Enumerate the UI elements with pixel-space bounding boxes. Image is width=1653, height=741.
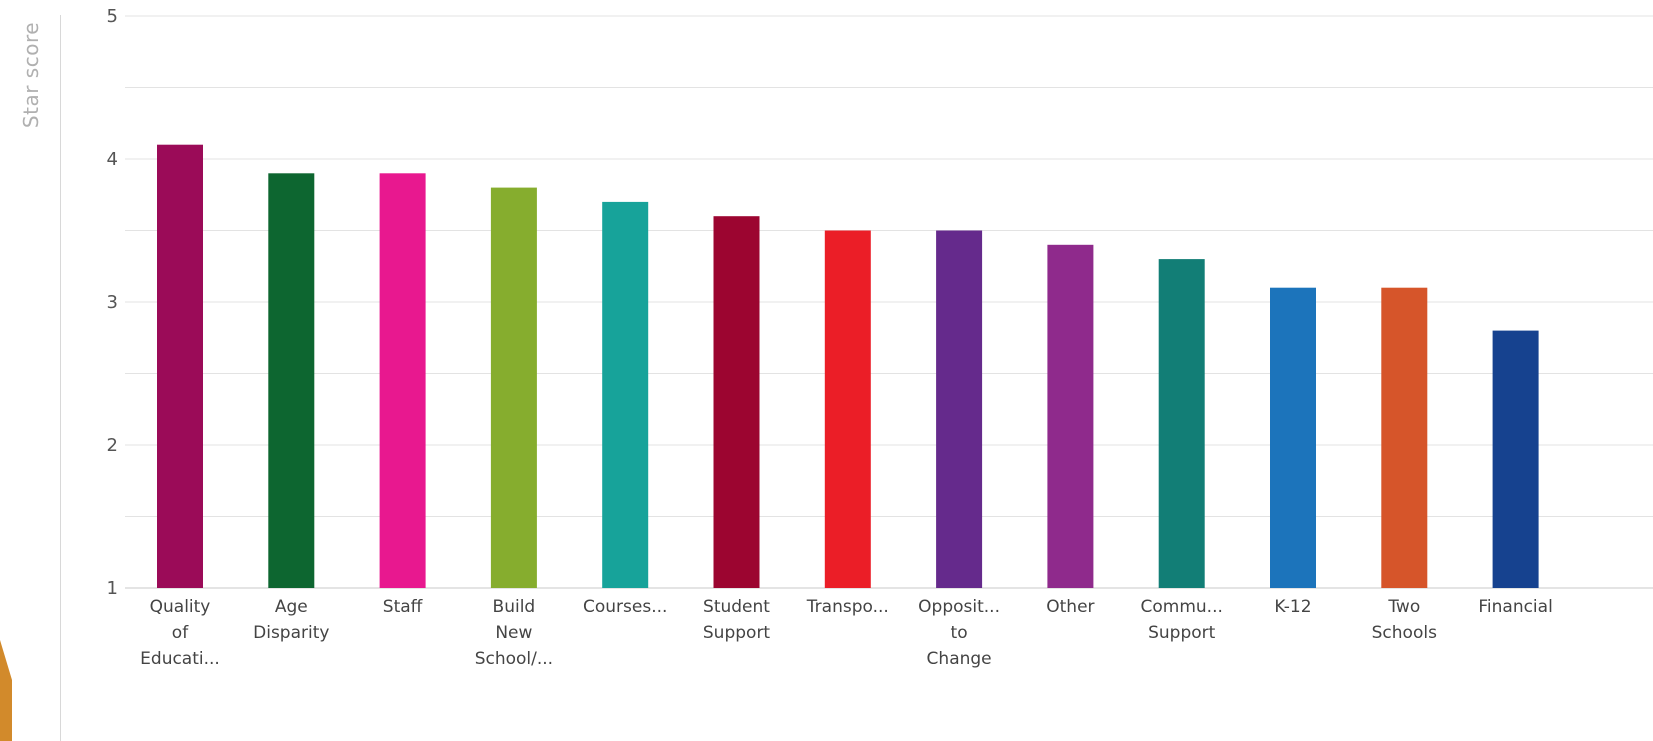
x-tick-label: Other bbox=[1046, 597, 1094, 617]
bar bbox=[824, 230, 871, 588]
y-tick-label: 5 bbox=[107, 6, 118, 27]
left-divider bbox=[60, 15, 61, 741]
bar bbox=[1047, 244, 1094, 589]
x-tick-label: Opposit... bbox=[918, 597, 1000, 617]
y-tick-label: 4 bbox=[107, 149, 118, 170]
bar bbox=[1492, 330, 1539, 588]
x-tick-label: Support bbox=[703, 623, 771, 643]
bar bbox=[713, 216, 760, 588]
x-tick-label: Build bbox=[493, 597, 536, 617]
bar bbox=[1381, 287, 1428, 588]
bar bbox=[268, 173, 315, 589]
x-tick-label: Staff bbox=[383, 597, 424, 617]
x-tick-label: Transpo... bbox=[806, 597, 889, 617]
x-tick-label: of bbox=[172, 623, 189, 643]
y-tick-label: 2 bbox=[107, 435, 118, 456]
x-tick-label: Two bbox=[1387, 597, 1420, 617]
x-tick-label: Schools bbox=[1372, 623, 1437, 643]
x-tick-label: Commu... bbox=[1141, 597, 1223, 617]
x-tick-label: Educati... bbox=[140, 649, 220, 669]
bar bbox=[490, 187, 537, 588]
decorative-corner-tab bbox=[0, 640, 12, 741]
x-tick-label: Financial bbox=[1478, 597, 1552, 617]
x-tick-label: Student bbox=[703, 597, 770, 617]
bar bbox=[936, 230, 983, 588]
x-tick-label: New bbox=[495, 623, 532, 643]
x-tick-label: to bbox=[951, 623, 968, 643]
bar bbox=[157, 144, 203, 588]
bar bbox=[379, 173, 426, 589]
x-tick-label: Support bbox=[1148, 623, 1216, 643]
y-tick-label: 3 bbox=[107, 292, 118, 313]
x-tick-label: Quality bbox=[150, 597, 211, 617]
x-tick-label: Courses... bbox=[583, 597, 667, 617]
x-tick-label: School/... bbox=[475, 649, 553, 669]
x-tick-label: Disparity bbox=[253, 623, 329, 643]
bar bbox=[1270, 287, 1316, 588]
x-tick-label: Change bbox=[927, 649, 992, 669]
bar bbox=[602, 201, 649, 588]
x-tick-label: Age bbox=[275, 597, 308, 617]
bar bbox=[1158, 259, 1205, 588]
y-tick-label: 1 bbox=[107, 578, 118, 599]
x-tick-label: K-12 bbox=[1274, 597, 1311, 617]
